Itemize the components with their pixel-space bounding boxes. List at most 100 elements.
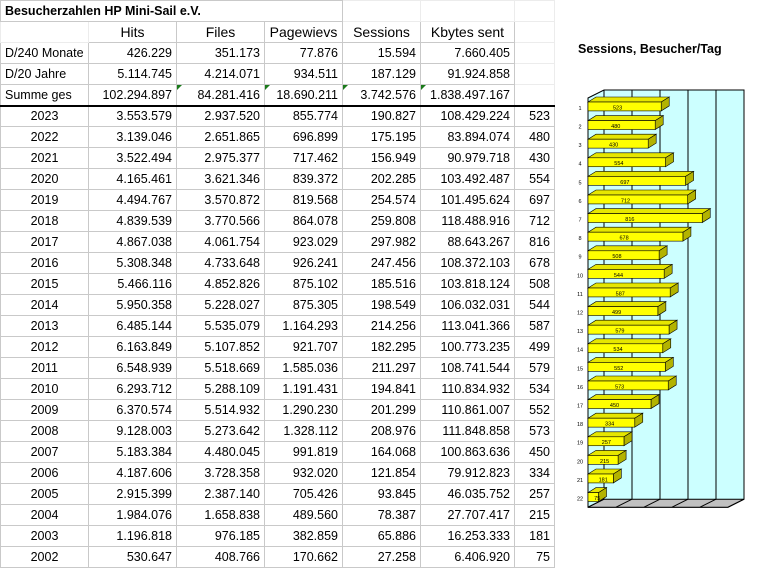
kbytes-cell: 100.863.636	[420, 441, 515, 463]
category-label: 9	[578, 255, 581, 261]
year-row: 2003 1.196.818 976.185 382.859 65.886 16.253.…	[0, 525, 555, 547]
pageviews-cell: 932.020	[264, 462, 343, 484]
hits-cell: 6.293.712	[88, 378, 177, 400]
kbytes-cell: 16.253.333	[420, 525, 515, 547]
sessions-per-day-cell: 712	[514, 210, 555, 232]
year-cell: 2006	[0, 462, 89, 484]
category-label: 22	[577, 497, 583, 503]
category-label: 4	[578, 162, 581, 168]
bar-top	[586, 319, 679, 326]
sessions-cell: 78.387	[342, 504, 421, 526]
bar-value-label: 450	[610, 403, 619, 409]
pageviews-cell: 1.164.293	[264, 315, 343, 337]
bar	[587, 287, 671, 298]
year-row: 2004 1.984.076 1.658.838 489.560 78.387 27.70…	[0, 504, 555, 526]
pageviews-value: 934.511	[264, 63, 343, 85]
sessions-cell: 214.256	[342, 315, 421, 337]
kbytes-value: 1.838.497.167	[420, 84, 515, 107]
bar-value-label: 712	[621, 198, 630, 204]
files-cell: 2.937.520	[176, 105, 265, 127]
bar	[587, 473, 614, 484]
kbytes-cell: 103.492.487	[420, 168, 515, 190]
bar-value-label: 257	[602, 440, 611, 446]
files-value: 84.281.416	[176, 84, 265, 107]
year-row: 2022 3.139.046 2.651.865 696.899 175.195 83.8…	[0, 126, 555, 148]
bar-value-label: 579	[615, 329, 624, 335]
bar-value-label: 697	[620, 180, 629, 186]
pageviews-cell: 696.899	[264, 126, 343, 148]
year-row: 2017 4.867.038 4.061.754 923.029 297.982 88.6…	[0, 231, 555, 253]
hits-cell: 4.867.038	[88, 231, 177, 253]
kbytes-cell: 27.707.417	[420, 504, 515, 526]
sessions-per-day-cell: 181	[514, 525, 555, 547]
hits-value: 102.294.897	[88, 84, 177, 107]
kbytes-cell: 106.032.031	[420, 294, 515, 316]
files-cell: 4.852.826	[176, 273, 265, 295]
hits-cell: 3.522.494	[88, 147, 177, 169]
sessions-per-day-cell: 552	[514, 399, 555, 421]
year-cell: 2003	[0, 525, 89, 547]
sessions-per-day-cell: 534	[514, 378, 555, 400]
year-cell: 2020	[0, 168, 89, 190]
sessions-per-day-cell: 450	[514, 441, 555, 463]
files-cell: 3.770.566	[176, 210, 265, 232]
kbytes-cell: 110.861.007	[420, 399, 515, 421]
year-cell: 2019	[0, 189, 89, 211]
files-cell: 4.480.045	[176, 441, 265, 463]
sessions-cell: 65.886	[342, 525, 421, 547]
chart-floor	[587, 498, 745, 508]
year-row: 2020 4.165.461 3.621.346 839.372 202.285 103.…	[0, 168, 555, 190]
kbytes-cell: 83.894.074	[420, 126, 515, 148]
bar-top	[586, 171, 695, 177]
year-cell: 2013	[0, 315, 89, 337]
pageviews-header: Pagewievs	[264, 21, 343, 43]
year-cell: 2012	[0, 336, 89, 358]
kbytes-cell: 118.488.916	[420, 210, 515, 232]
sessions-per-day-cell: 579	[514, 357, 555, 379]
hits-cell: 1.984.076	[88, 504, 177, 526]
year-row: 2014 5.950.358 5.228.027 875.305 198.549 106.…	[0, 294, 555, 316]
bar-value-label: 334	[605, 422, 614, 428]
sheet-title: Besucherzahlen HP Mini-Sail e.V.	[0, 0, 343, 22]
sessions-cell: 27.258	[342, 546, 421, 568]
pageviews-value: 18.690.211	[264, 84, 343, 107]
sessions-per-day-cell: 257	[514, 483, 555, 505]
pageviews-cell: 705.426	[264, 483, 343, 505]
hits-cell: 3.553.579	[88, 105, 177, 127]
bar	[587, 362, 666, 372]
sessions-per-day-cell: 573	[514, 420, 555, 442]
bar-top	[586, 208, 712, 214]
hits-cell: 6.485.144	[88, 315, 177, 337]
pageviews-cell: 1.290.230	[264, 399, 343, 421]
bar-top	[586, 264, 674, 270]
year-cell: 2011	[0, 357, 89, 379]
files-cell: 3.728.358	[176, 462, 265, 484]
kbytes-value: 91.924.858	[420, 63, 515, 85]
hits-cell: 4.187.606	[88, 462, 177, 484]
bar	[587, 269, 665, 279]
sessions-cell: 254.574	[342, 189, 421, 211]
bar-value-label: 554	[614, 161, 623, 167]
category-label: 17	[577, 404, 583, 410]
pageviews-cell: 489.560	[264, 504, 343, 526]
bar-top	[586, 96, 671, 103]
summary-label: D/20 Jahre	[0, 63, 89, 85]
year-cell: 2015	[0, 273, 89, 295]
category-label: 7	[578, 218, 581, 224]
year-cell: 2016	[0, 252, 89, 274]
pageviews-cell: 855.774	[264, 105, 343, 127]
bar-top	[586, 412, 644, 419]
year-row: 2015 5.466.116 4.852.826 875.102 185.516 103.…	[0, 273, 555, 295]
kbytes-cell: 108.372.103	[420, 252, 515, 274]
empty-cell	[514, 42, 555, 64]
gridline	[615, 498, 633, 508]
year-row: 2002 530.647 408.766 170.662 27.258 6.406.920…	[0, 546, 555, 568]
year-cell: 2004	[0, 504, 89, 526]
files-header: Files	[176, 21, 265, 43]
files-cell: 1.658.838	[176, 504, 265, 526]
gridline	[643, 498, 661, 508]
summary-label: D/240 Monate	[0, 42, 89, 64]
sessions-cell: 194.841	[342, 378, 421, 400]
sessions-per-day-cell: 544	[514, 294, 555, 316]
bar	[587, 120, 656, 130]
